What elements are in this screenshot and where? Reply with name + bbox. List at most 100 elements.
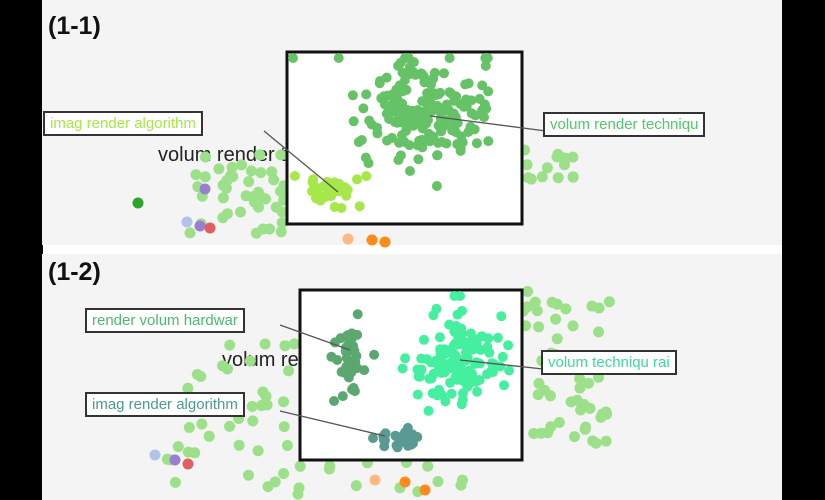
background-point (225, 170, 237, 181)
background-point (182, 382, 194, 394)
background-point (583, 377, 595, 389)
scatter-point (369, 349, 380, 360)
background-point (569, 431, 580, 443)
scatter-point (397, 363, 408, 374)
scatter-point (401, 84, 412, 95)
scatter-point (354, 201, 365, 212)
scatter-point (470, 376, 481, 387)
background-point (541, 162, 553, 174)
scatter-point (329, 396, 339, 406)
outlier-point (181, 216, 193, 228)
callout-volum-techniqu-rai: volum techniqu rai (541, 350, 677, 375)
scatter-point (359, 365, 370, 376)
outlier-point (132, 197, 144, 209)
background-point (260, 390, 272, 402)
scatter-point (333, 53, 344, 63)
background-point (276, 217, 288, 229)
background-point (288, 338, 300, 350)
outlier-point (379, 236, 391, 248)
scatter-point (358, 103, 369, 114)
background-point (350, 480, 362, 492)
scatter-point (344, 361, 355, 372)
background-point (283, 365, 295, 377)
scatter-point (431, 181, 442, 191)
background-point (235, 206, 246, 218)
background-point (456, 474, 468, 486)
scatter-point (352, 309, 363, 320)
background-point (546, 296, 558, 308)
scatter-point (413, 154, 424, 165)
scatter-point (454, 356, 465, 367)
scatter-point (444, 53, 455, 63)
background-point (603, 296, 615, 308)
panel-2-label: (1-2) (48, 258, 101, 286)
leader-line (263, 130, 339, 193)
scatter-point (422, 354, 432, 365)
background-point (531, 305, 543, 317)
background-point (275, 149, 287, 161)
background-point (324, 460, 336, 472)
scatter-point (403, 53, 414, 63)
background-point (224, 339, 236, 351)
background-point (580, 421, 592, 433)
background-point (551, 333, 563, 345)
scatter-point (406, 437, 417, 448)
background-point (552, 172, 564, 184)
scatter-point (374, 78, 385, 89)
scatter-point (503, 340, 514, 351)
scatter-point (360, 152, 371, 163)
scatter-point (366, 119, 377, 130)
background-point (422, 460, 434, 472)
background-point (254, 149, 266, 161)
background-point (279, 340, 291, 352)
scatter-point (496, 311, 507, 322)
scatter-point (468, 336, 479, 347)
scatter-point (424, 128, 434, 139)
background-point (243, 176, 255, 188)
background-point (195, 371, 207, 382)
callout-volum-render-techniqu: volum render techniqu (543, 112, 706, 137)
scatter-point (346, 328, 357, 339)
background-point (172, 441, 184, 453)
scatter-point (436, 346, 447, 357)
scatter-point (361, 171, 372, 182)
scatter-point (443, 115, 454, 125)
scatter-point (439, 367, 450, 378)
scatter-point (432, 150, 443, 161)
scatter-point (436, 137, 447, 147)
scatter-point (417, 109, 428, 120)
panel-1-label: (1-1) (48, 12, 101, 40)
background-point (567, 320, 579, 332)
scatter-point (361, 89, 372, 100)
scatter-point (458, 339, 469, 350)
background-point (247, 415, 259, 427)
scatter-point (481, 103, 492, 114)
scatter-point (479, 112, 489, 123)
scatter-point (433, 389, 444, 400)
scatter-point (447, 125, 458, 136)
background-point (182, 446, 194, 458)
scatter-point (422, 88, 433, 99)
leader-line (279, 324, 351, 351)
scatter-point (412, 389, 423, 400)
background-point (533, 321, 545, 333)
scatter-point (428, 73, 439, 84)
scatter-point (444, 87, 455, 98)
scatter-point (407, 115, 418, 125)
scatter-point (289, 171, 300, 181)
background-point (278, 421, 290, 433)
background-point (281, 440, 293, 451)
scatter-point (472, 386, 483, 397)
background-point (217, 360, 228, 372)
outlier-point (182, 458, 194, 470)
scatter-point (308, 174, 319, 185)
background-point (567, 171, 579, 183)
background-point (243, 469, 254, 481)
background-point (184, 227, 196, 239)
scatter-point (318, 191, 328, 202)
scatter-point (387, 91, 398, 102)
callout-leader-lines (263, 115, 547, 437)
scatter-point (450, 364, 460, 375)
